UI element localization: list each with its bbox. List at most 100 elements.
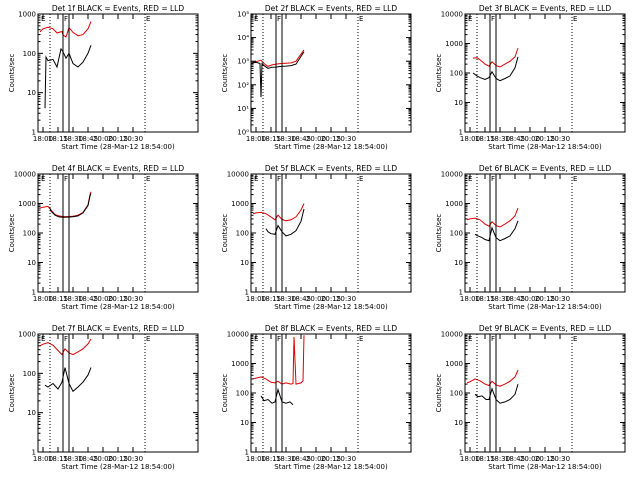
y-axis-label: Counts/sec: [221, 214, 229, 253]
panel-title: Det 4f BLACK = Events, RED = LLD: [52, 164, 185, 173]
y-tick-label: 10000: [227, 331, 249, 339]
x-tick-label: 18:30: [63, 295, 83, 303]
y-tick-label: 10000: [441, 171, 463, 179]
x-tick-label: 20:00: [93, 135, 113, 143]
y-tick-label: 10: [27, 259, 36, 267]
x-tick-label: 18:15: [261, 455, 281, 463]
x-tick-label: 18:45: [291, 295, 311, 303]
y-tick-label: 10⁴: [237, 34, 249, 42]
x-tick-label: 18:15: [48, 455, 68, 463]
lld-series-line: [472, 47, 519, 68]
events-series-line: [49, 193, 92, 218]
x-tick-label: 20:00: [93, 295, 113, 303]
y-tick-label: 10000: [14, 171, 36, 179]
panel-title: Det 6f BLACK = Events, RED = LLD: [479, 164, 612, 173]
y-axis-label: Counts/sec: [8, 374, 16, 413]
y-tick-label: 1000: [18, 331, 36, 339]
events-series-line: [44, 45, 92, 109]
y-tick-label: 10³: [237, 58, 249, 66]
lld-series-line: [39, 338, 92, 356]
panel-title: Det 5f BLACK = Events, RED = LLD: [265, 164, 398, 173]
x-tick-label: 18:45: [291, 135, 311, 143]
y-tick-label: 10000: [227, 171, 249, 179]
marker-label: F: [64, 175, 68, 183]
y-tick-label: 10: [454, 99, 463, 107]
y-tick-label: 100: [23, 50, 36, 58]
x-tick-label: 20:00: [306, 135, 326, 143]
y-tick-label: 10000: [441, 331, 463, 339]
lld-series-line: [252, 335, 305, 385]
marker-label: E: [146, 335, 150, 343]
marker-label: E: [146, 15, 150, 23]
marker-label: F: [277, 15, 281, 23]
y-tick-label: 1: [245, 449, 249, 457]
y-tick-label: 1000: [18, 200, 36, 208]
panel-2: EFE10⁰10¹10²10³10⁴10⁵18:0018:1518:3018:4…: [221, 4, 412, 151]
x-axis-label: Start Time (28-Mar-12 18:54:00): [61, 143, 175, 151]
x-axis-label: Start Time (28-Mar-12 18:54:00): [61, 463, 175, 471]
x-tick-label: 20:00: [306, 455, 326, 463]
x-tick-label: 18:45: [291, 455, 311, 463]
x-tick-label: 20:00: [306, 295, 326, 303]
x-tick-label: 20:30: [123, 455, 143, 463]
x-tick-label: 20:15: [321, 295, 341, 303]
y-axis-label: Counts/sec: [221, 54, 229, 93]
panel-3: EFE11010010001000018:0018:1518:3018:4520…: [435, 4, 626, 151]
x-tick-label: 18:00: [460, 295, 480, 303]
x-axis-label: Start Time (28-Mar-12 18:54:00): [274, 143, 388, 151]
x-tick-label: 20:15: [108, 455, 128, 463]
marker-label: E: [359, 335, 363, 343]
y-tick-label: 1000: [231, 360, 249, 368]
marker-label: F: [491, 15, 495, 23]
x-tick-label: 18:45: [505, 135, 525, 143]
y-tick-label: 100: [450, 230, 463, 238]
x-axis-label: Start Time (28-Mar-12 18:54:00): [274, 463, 388, 471]
x-tick-label: 18:30: [490, 295, 510, 303]
y-tick-label: 10⁰: [237, 129, 249, 137]
events-series-line: [252, 51, 305, 98]
x-tick-label: 20:00: [520, 135, 540, 143]
panel-title: Det 2f BLACK = Events, RED = LLD: [265, 4, 398, 13]
plot-frame: [37, 333, 199, 453]
plot-frame: [464, 333, 626, 453]
marker-label: E: [359, 15, 363, 23]
y-axis-label: Counts/sec: [435, 54, 443, 93]
x-tick-label: 18:45: [505, 295, 525, 303]
x-tick-label: 18:15: [261, 295, 281, 303]
y-tick-label: 100: [450, 70, 463, 78]
x-tick-label: 20:15: [321, 135, 341, 143]
panel-7: EFE110100100018:0018:1518:3018:4520:0020…: [8, 324, 199, 471]
x-tick-label: 20:30: [550, 135, 570, 143]
x-axis-label: Start Time (28-Mar-12 18:54:00): [488, 143, 602, 151]
x-tick-label: 20:15: [108, 295, 128, 303]
marker-label: F: [64, 15, 68, 23]
y-axis-label: Counts/sec: [435, 214, 443, 253]
x-tick-label: 18:30: [276, 455, 296, 463]
x-tick-label: 18:00: [246, 295, 266, 303]
lld-series-line: [466, 369, 519, 387]
x-axis-label: Start Time (28-Mar-12 18:54:00): [488, 303, 602, 311]
x-tick-label: 20:15: [535, 295, 555, 303]
x-tick-label: 18:15: [261, 135, 281, 143]
y-tick-label: 1000: [445, 200, 463, 208]
y-tick-label: 10: [27, 409, 36, 417]
x-tick-label: 18:45: [78, 135, 98, 143]
x-tick-label: 20:00: [93, 455, 113, 463]
x-tick-label: 18:30: [63, 455, 83, 463]
lld-series-line: [466, 207, 519, 228]
y-tick-label: 1: [459, 289, 463, 297]
y-tick-label: 1000: [445, 360, 463, 368]
panel-1: EFE110100100018:0018:1518:3018:4520:0020…: [8, 4, 199, 151]
x-tick-label: 18:15: [475, 455, 495, 463]
x-tick-label: 18:00: [460, 135, 480, 143]
x-tick-label: 18:15: [475, 135, 495, 143]
marker-label: F: [491, 175, 495, 183]
y-tick-label: 10: [240, 419, 249, 427]
panel-title: Det 7f BLACK = Events, RED = LLD: [52, 324, 185, 333]
x-tick-label: 20:15: [535, 455, 555, 463]
y-axis-label: Counts/sec: [8, 214, 16, 253]
x-tick-label: 20:00: [520, 295, 540, 303]
y-tick-label: 100: [23, 370, 36, 378]
y-tick-label: 100: [236, 390, 249, 398]
